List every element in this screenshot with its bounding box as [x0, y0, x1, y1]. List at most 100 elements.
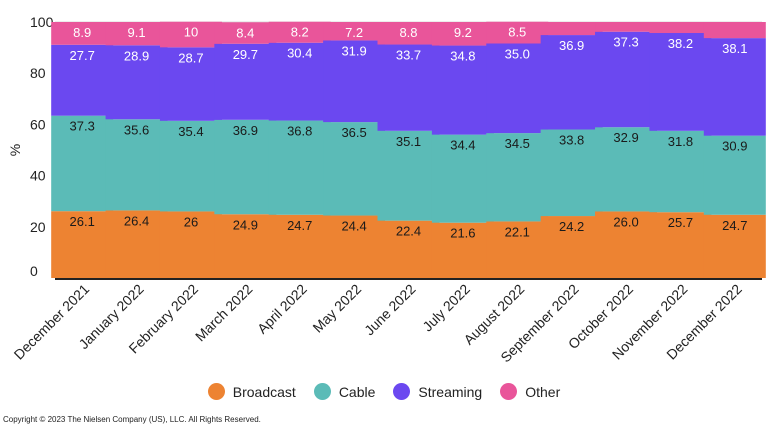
- data-label: 10: [184, 25, 198, 40]
- data-label: 21.6: [450, 226, 475, 241]
- y-tick-label: 0: [30, 263, 38, 279]
- data-label: 35.1: [396, 134, 421, 149]
- data-label: 34.5: [505, 136, 530, 151]
- data-label: 31.8: [668, 134, 693, 149]
- bar-segment-other: [214, 22, 277, 44]
- data-label: 29.7: [233, 47, 258, 62]
- data-label: 24.2: [559, 219, 584, 234]
- legend-swatch: [207, 383, 225, 400]
- stacked-bar-chart: 0 20 40 60 80 100% 26.1 37.3 27.7 8.9 December 202…: [7, 14, 766, 365]
- bar-segment-other: [377, 22, 440, 45]
- x-tick-label: May 2022: [309, 281, 364, 336]
- bar-segment-other: [159, 21, 222, 48]
- bar-segment-other: [486, 21, 549, 44]
- y-tick-label: 20: [30, 219, 46, 235]
- x-tick-label: June 2022: [361, 281, 419, 339]
- bar-segment-streaming: [51, 44, 114, 116]
- data-label: 8.8: [399, 25, 417, 40]
- legend-swatch: [393, 383, 411, 400]
- bar-segment-other: [105, 22, 168, 46]
- bar-segment-cable: [268, 120, 331, 215]
- bar-segment-broadcast: [649, 212, 712, 278]
- bar-segment-other: [268, 21, 331, 43]
- bar-segment-cable: [323, 122, 386, 216]
- bar-segment-streaming: [214, 43, 277, 120]
- bar-segment-streaming: [431, 45, 494, 135]
- bar-segment-broadcast: [595, 211, 658, 278]
- legend-item-other: Other: [500, 383, 560, 400]
- data-label: 26.0: [613, 214, 638, 229]
- bar-segment-broadcast: [703, 214, 766, 278]
- data-label: 8.9: [73, 25, 91, 40]
- bar-segment-streaming: [595, 31, 658, 128]
- bar-segment-cable: [595, 127, 658, 212]
- bar-segment-broadcast: [214, 214, 277, 278]
- data-label: 27.7: [70, 48, 95, 63]
- data-label: 37.3: [613, 35, 638, 50]
- y-tick-label: 100: [30, 14, 54, 30]
- data-label: 28.9: [124, 48, 149, 63]
- x-tick-label: April 2022: [254, 281, 310, 337]
- bar-segment-cable: [649, 130, 712, 213]
- data-label: 37.3: [70, 119, 95, 134]
- data-label: 26.1: [70, 214, 95, 229]
- bar-segment-cable: [159, 120, 222, 212]
- legend-label: Streaming: [418, 383, 483, 400]
- legend-item-cable: Cable: [313, 383, 376, 400]
- bar-segment-other: [431, 22, 494, 46]
- data-label: 24.4: [341, 219, 366, 234]
- data-label: 8.2: [291, 25, 309, 40]
- legend-item-streaming: Streaming: [393, 383, 482, 400]
- data-label: 36.5: [341, 125, 366, 140]
- y-tick-label: 60: [30, 116, 46, 132]
- data-label: 35.0: [505, 47, 530, 62]
- bar-segment-other: [649, 22, 712, 34]
- data-label: 32.9: [613, 130, 638, 145]
- bar-segment-broadcast: [105, 210, 168, 278]
- data-label: 31.9: [341, 43, 366, 58]
- data-label: 26: [184, 214, 198, 229]
- bar-segment-cable: [703, 135, 766, 215]
- data-label: 35.4: [178, 124, 203, 139]
- data-label: 24.7: [722, 218, 747, 233]
- data-label: 24.7: [287, 218, 312, 233]
- legend-label: Other: [525, 383, 561, 400]
- data-label: 36.8: [287, 124, 312, 139]
- x-tick-label: March 2022: [192, 281, 256, 345]
- x-tick-label: July 2022: [419, 281, 473, 335]
- bar-segment-broadcast: [51, 211, 114, 278]
- data-label: 36.9: [559, 38, 584, 53]
- legend-swatch: [500, 383, 518, 400]
- data-label: 33.8: [559, 133, 584, 148]
- bar-segment-streaming: [159, 47, 222, 121]
- legend-item-broadcast: Broadcast: [207, 383, 296, 400]
- bar-segment-broadcast: [431, 222, 494, 278]
- bar-segment-broadcast: [540, 216, 603, 278]
- bar-segment-streaming: [649, 33, 712, 131]
- data-label: 36.9: [233, 123, 258, 138]
- legend-swatch: [313, 383, 331, 400]
- legend-label: Broadcast: [232, 383, 296, 400]
- chart-legend: Broadcast Cable Streaming Other: [0, 383, 768, 400]
- data-label: 24.9: [233, 217, 258, 232]
- bar-segment-cable: [105, 119, 168, 211]
- data-label: 22.4: [396, 224, 421, 239]
- bar-segment-cable: [431, 134, 494, 223]
- data-label: 9.1: [128, 25, 146, 40]
- bar-segment-cable: [214, 119, 277, 215]
- bar-segment-cable: [540, 129, 603, 217]
- legend-label: Cable: [338, 383, 376, 400]
- bar-segment-other: [595, 22, 658, 32]
- data-label: 35.6: [124, 122, 149, 137]
- bar-segment-streaming: [540, 35, 603, 130]
- bar-segment-streaming: [105, 45, 168, 120]
- data-label: 30.4: [287, 46, 312, 61]
- bar-segment-other: [703, 22, 766, 39]
- bar-segment-broadcast: [268, 214, 331, 278]
- data-label: 34.4: [450, 138, 475, 153]
- bar-segment-broadcast: [323, 215, 386, 278]
- bar-segment-cable: [486, 133, 549, 222]
- data-label: 9.2: [454, 25, 472, 40]
- y-tick-label: 80: [30, 65, 46, 81]
